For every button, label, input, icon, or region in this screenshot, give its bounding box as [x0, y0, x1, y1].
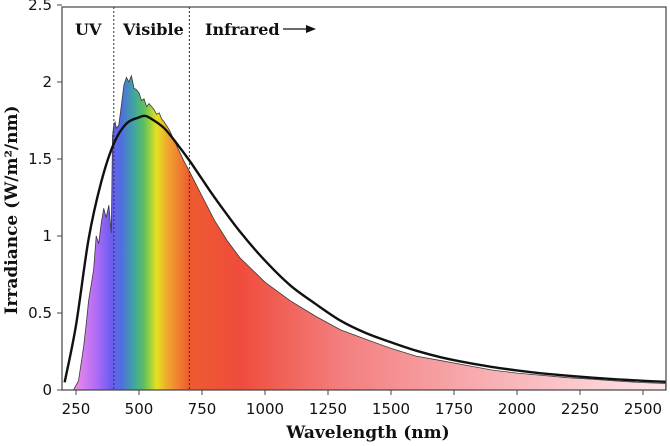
infrared-arrow-icon [306, 25, 316, 33]
region-label-infrared: Infrared [205, 20, 280, 39]
plot-frame [61, 6, 667, 391]
region-label-uv: UV [75, 20, 102, 39]
x-tick-label: 2250 [561, 400, 599, 418]
y-axis-ticks: 0 0.5 1 1.5 2 2.5 [28, 0, 62, 399]
x-tick-label: 1500 [372, 400, 410, 418]
x-tick-label: 250 [62, 400, 91, 418]
x-axis-title: Wavelength (nm) [285, 423, 449, 443]
y-tick-label: 0 [42, 381, 52, 399]
x-tick-label: 1000 [246, 400, 284, 418]
y-tick-label: 0.5 [28, 304, 52, 322]
x-axis-ticks: 250 500 750 1000 1250 1500 1750 2000 2250 2500 [62, 390, 662, 418]
spectrum-area-layer [73, 74, 666, 390]
x-tick-label: 2000 [498, 400, 536, 418]
y-tick-label: 1 [42, 227, 52, 245]
y-tick-label: 1.5 [28, 150, 52, 168]
x-tick-label: 750 [188, 400, 217, 418]
region-label-visible: Visible [122, 20, 184, 39]
x-tick-label: 1250 [309, 400, 347, 418]
x-tick-label: 1750 [435, 400, 473, 418]
x-tick-label: 500 [125, 400, 154, 418]
blackbody-curve-layer [63, 114, 666, 383]
x-tick-label: 2500 [624, 400, 662, 418]
blackbody-curve [63, 114, 666, 383]
y-tick-label: 2 [42, 73, 52, 91]
y-axis-title: Irradiance (W/m²/nm) [2, 105, 22, 314]
region-labels: UV Visible Infrared [75, 20, 316, 39]
y-tick-label: 2.5 [28, 0, 52, 14]
spectrum-area [73, 74, 666, 390]
